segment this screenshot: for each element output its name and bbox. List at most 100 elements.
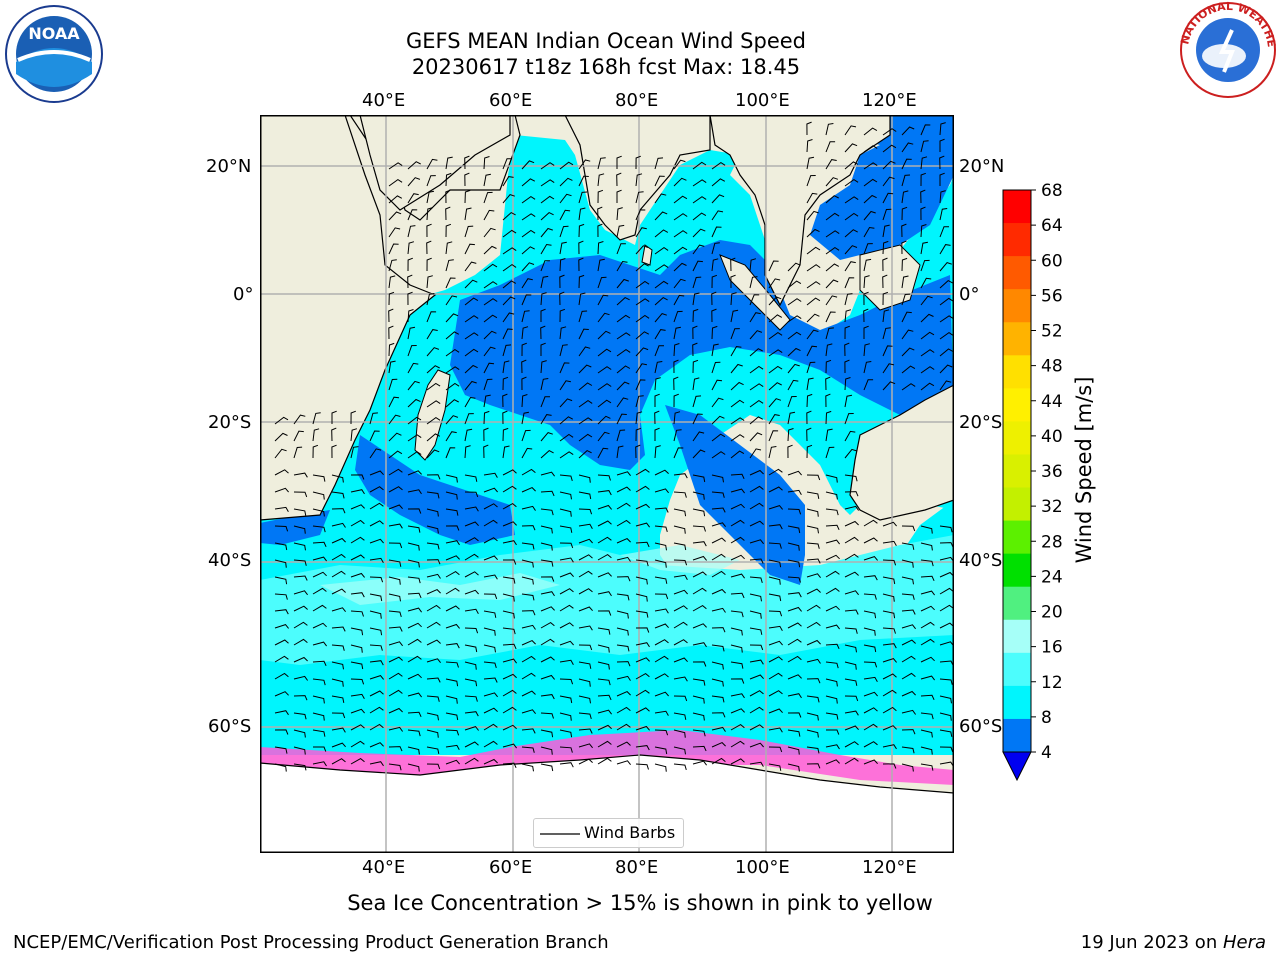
wind-barb [806,361,816,374]
colorbar-tick-label: 36 [1041,462,1063,482]
wind-barb [597,724,612,731]
wind-barb [768,524,783,530]
wind-barb [578,625,593,631]
wind-barb [730,328,740,340]
wind-barb [312,525,326,533]
wind-barb [749,502,764,510]
wind-barb [445,348,460,357]
wind-barb [825,508,839,516]
wind-barb [749,383,764,391]
wind-barb [844,277,855,289]
wind-barb [654,576,668,584]
wind-barb [749,576,763,584]
wind-barb [635,642,650,648]
wind-barb [692,642,707,648]
wind-barb [768,610,783,617]
wind-barb [388,178,403,187]
wind-barb [768,446,777,459]
wind-barb [844,553,859,561]
wind-barb [388,243,399,255]
wind-barb [616,538,631,544]
wind-barb [274,469,289,476]
wind-barb [407,763,420,772]
wind-barb [787,729,801,737]
wind-barb [502,593,515,602]
wind-barb [578,159,591,170]
wind-barb [426,449,440,459]
wind-barb [920,559,934,567]
wind-barb [597,241,604,255]
wind-barb [806,427,812,442]
wind-barb [388,610,402,618]
wind-barb [654,655,669,663]
wind-barb [768,468,783,476]
wind-barb [521,709,536,715]
wind-barb [559,209,571,221]
wind-barb [464,297,479,306]
wind-barb [863,226,875,238]
wind-barb [863,556,878,561]
wind-barb [863,308,869,323]
wind-barb [445,759,460,765]
wind-barb [730,274,736,289]
colorbar-segment [1003,619,1031,654]
wind-barb [616,429,626,442]
wind-barb [844,474,858,482]
wind-barb [426,275,433,289]
wind-barb [369,610,382,619]
wind-barb [521,447,533,459]
wind-barb [844,491,859,497]
colorbar-tick-label: 52 [1041,322,1063,342]
wind-barb [369,557,384,563]
wind-barb [654,410,660,425]
wind-barb [331,427,337,442]
wind-barb [711,678,724,687]
wind-barb [806,297,821,306]
wind-barb [559,678,574,685]
wind-barb [483,227,496,238]
wind-barb [426,190,435,204]
wind-barb [711,451,726,459]
wind-barb [787,525,801,534]
wind-barb [559,729,573,738]
wind-barb [578,207,586,221]
wind-barb [730,257,736,272]
wind-barb [863,162,878,170]
wind-barb [825,230,840,238]
wind-barb [540,621,555,629]
wind-barb [540,542,553,551]
wind-barb [920,259,930,272]
wind-barb [939,244,951,255]
wind-barb [787,379,799,391]
wind-barb [673,473,688,479]
wind-barb [825,327,834,340]
wind-barb [939,622,954,629]
wind-barb [692,571,707,578]
wind-barb [768,278,781,289]
colorbar-tick-label: 16 [1041,638,1063,658]
wind-barb [559,241,567,255]
wind-barb [293,675,309,681]
wind-barb [920,172,926,187]
wind-barb [445,223,452,238]
noaa-logo: NOAA [4,4,104,104]
wind-barb [483,378,493,391]
wind-barb [426,207,433,221]
wind-barb [635,559,649,567]
wind-barb [939,315,954,323]
wind-barb [901,206,908,221]
wind-barb [578,274,585,289]
wind-barb [730,693,745,699]
wind-barb [635,173,643,187]
wind-barb [274,525,289,532]
wind-barb [483,574,498,580]
wind-barb [502,176,514,187]
wind-barb [464,364,478,374]
wind-barb [787,592,802,598]
wind-barb [559,380,571,391]
wind-barb [654,377,661,391]
wind-barb [920,140,929,153]
wind-barb [369,470,384,476]
wind-barb [787,262,801,272]
wind-barb [407,470,422,476]
